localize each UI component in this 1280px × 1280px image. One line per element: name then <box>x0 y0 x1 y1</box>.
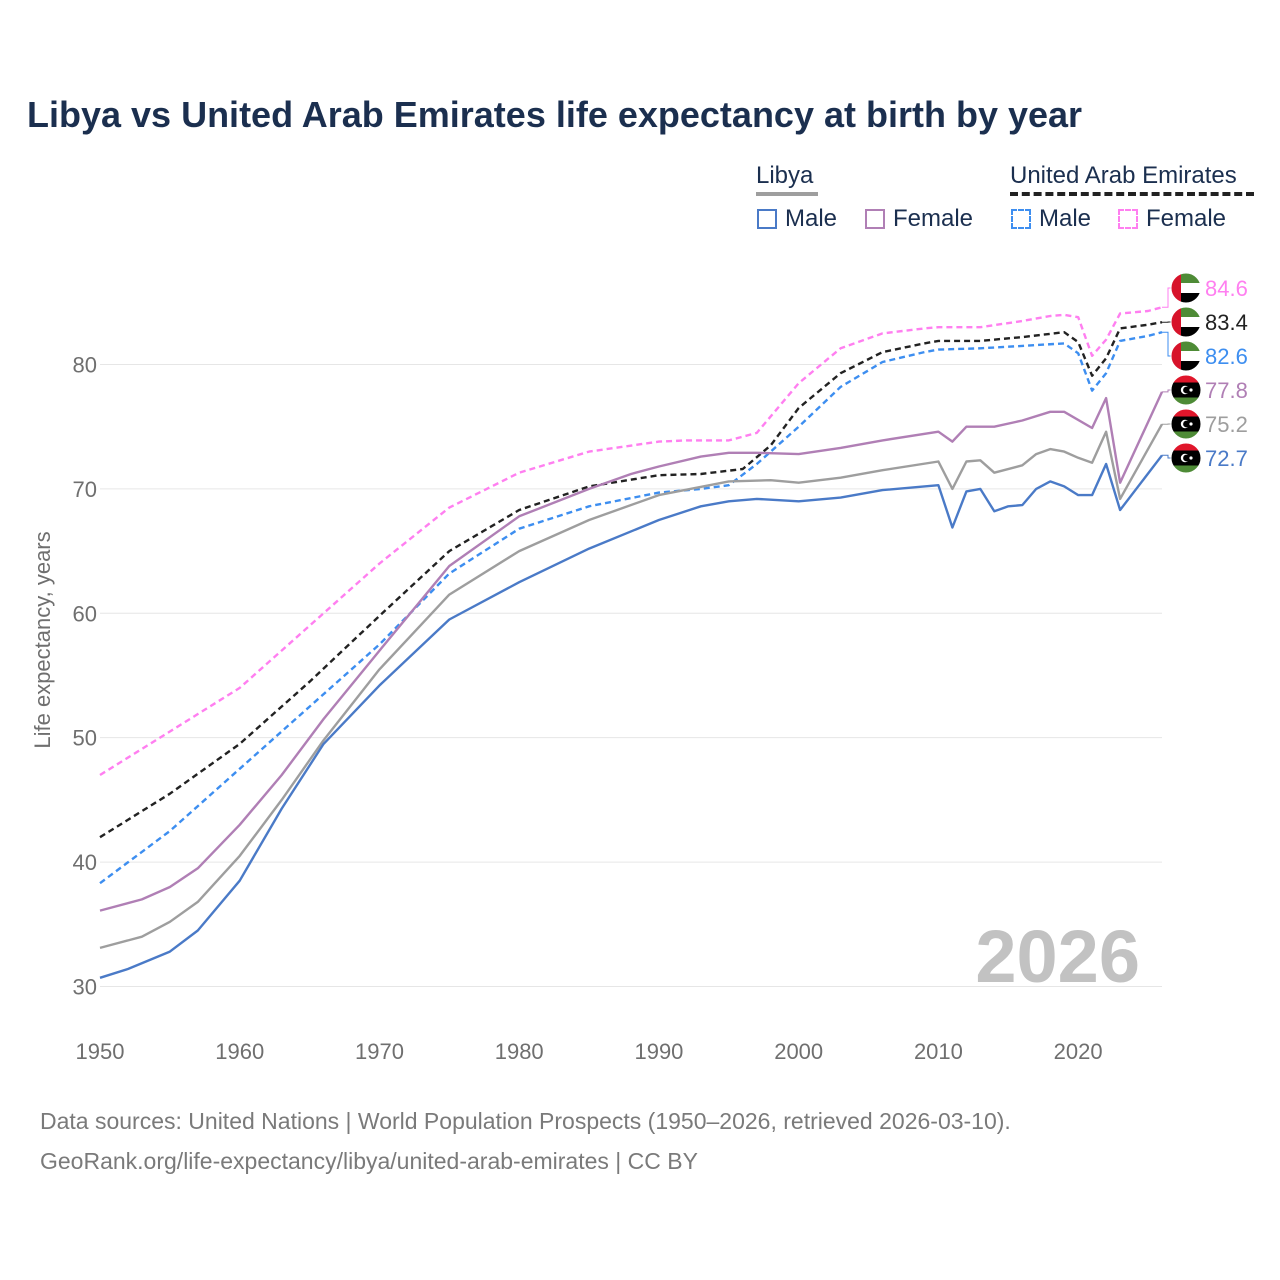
series-line-libya_total <box>99 423 1164 950</box>
y-tick-70: 70 <box>73 477 97 502</box>
legend-uae-male-swatch <box>1011 209 1031 229</box>
y-tick-40: 40 <box>73 850 97 875</box>
end-labels: 84.6 83.4 82.6 77.8 75.2 72.7 <box>1162 272 1248 474</box>
legend-group-libya: Libya <box>756 162 818 196</box>
end-label-uae_male: 82.6 <box>1205 344 1248 369</box>
end-label-libya_female: 77.8 <box>1205 378 1248 403</box>
year-watermark: 2026 <box>975 915 1140 998</box>
x-tick-1960: 1960 <box>215 1039 264 1064</box>
y-axis-label: Life expectancy, years <box>30 531 55 748</box>
end-connector-uae_female <box>1162 287 1172 308</box>
legend-libya-female-swatch <box>865 209 885 229</box>
end-label-libya_male: 72.7 <box>1205 446 1248 471</box>
legend-libya-male-swatch <box>757 209 777 229</box>
grid-lines <box>100 364 1162 987</box>
legend-uae-female[interactable]: Female <box>1118 205 1226 233</box>
y-tick-30: 30 <box>73 974 97 999</box>
x-tick-2020: 2020 <box>1054 1039 1103 1064</box>
uae-flag-icon <box>1170 272 1202 304</box>
end-connector-libya_female <box>1162 389 1172 393</box>
legend-libya-female-label: Female <box>893 205 974 232</box>
legend-group-uae: United Arab Emirates <box>1010 162 1254 196</box>
uae-flag-icon <box>1170 340 1202 372</box>
legend-libya-total-swatch <box>756 192 818 196</box>
series-line-uae_total <box>99 321 1163 839</box>
series-line-libya_male <box>99 454 1163 979</box>
legend-libya-male-label: Male <box>785 205 838 232</box>
legend-group-libya-label: Libya <box>756 162 814 189</box>
y-tick-80: 80 <box>73 353 97 378</box>
legend-libya-male[interactable]: Male <box>757 205 837 233</box>
legend-libya-female[interactable]: Female <box>865 205 973 233</box>
legend-uae-male[interactable]: Male <box>1011 205 1091 233</box>
legend-group-uae-label: United Arab Emirates <box>1010 162 1237 189</box>
y-tick-50: 50 <box>73 726 97 751</box>
y-axis-ticks: 30 40 50 60 70 80 <box>73 353 97 1000</box>
x-tick-1970: 1970 <box>355 1039 404 1064</box>
libya-flag-icon <box>1170 374 1202 406</box>
end-connector-uae_male <box>1162 331 1172 357</box>
end-label-libya_total: 75.2 <box>1205 412 1248 437</box>
footer-link[interactable]: GeoRank.org/life-expectancy/libya/united… <box>40 1148 698 1174</box>
x-tick-1990: 1990 <box>634 1039 683 1064</box>
footer-sources: Data sources: United Nations | World Pop… <box>40 1108 1011 1134</box>
legend-uae-male-label: Male <box>1039 205 1092 232</box>
uae-flag-icon <box>1170 306 1202 338</box>
x-tick-2010: 2010 <box>914 1039 963 1064</box>
series-line-uae_female <box>99 306 1163 777</box>
legend-uae-total-swatch <box>1010 192 1254 196</box>
x-axis-ticks: 1950 1960 1970 1980 1990 2000 2010 2020 <box>76 1039 1103 1064</box>
libya-flag-icon <box>1170 442 1202 474</box>
end-connector-libya_male <box>1162 454 1172 459</box>
chart-title: Libya vs United Arab Emirates life expec… <box>27 94 1083 135</box>
legend-uae-female-label: Female <box>1146 205 1227 232</box>
end-label-uae_total: 83.4 <box>1205 310 1248 335</box>
legend-uae-female-swatch <box>1118 209 1138 229</box>
libya-flag-icon <box>1170 408 1202 440</box>
series-line-uae_male <box>99 331 1163 885</box>
y-tick-60: 60 <box>73 601 97 626</box>
x-tick-1950: 1950 <box>76 1039 125 1064</box>
x-tick-2000: 2000 <box>774 1039 823 1064</box>
end-label-uae_female: 84.6 <box>1205 276 1248 301</box>
series-lines <box>99 306 1164 979</box>
x-tick-1980: 1980 <box>495 1039 544 1064</box>
series-line-libya_female <box>99 391 1164 912</box>
